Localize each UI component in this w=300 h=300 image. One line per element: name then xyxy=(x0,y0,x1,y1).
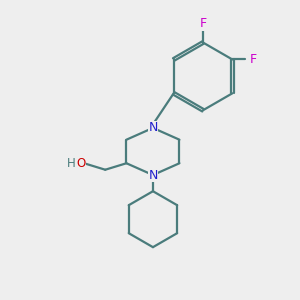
Text: H: H xyxy=(67,157,76,170)
Text: F: F xyxy=(249,53,256,66)
Text: N: N xyxy=(148,169,158,182)
Text: F: F xyxy=(200,17,207,30)
Text: N: N xyxy=(148,122,158,134)
Text: O: O xyxy=(76,157,86,170)
